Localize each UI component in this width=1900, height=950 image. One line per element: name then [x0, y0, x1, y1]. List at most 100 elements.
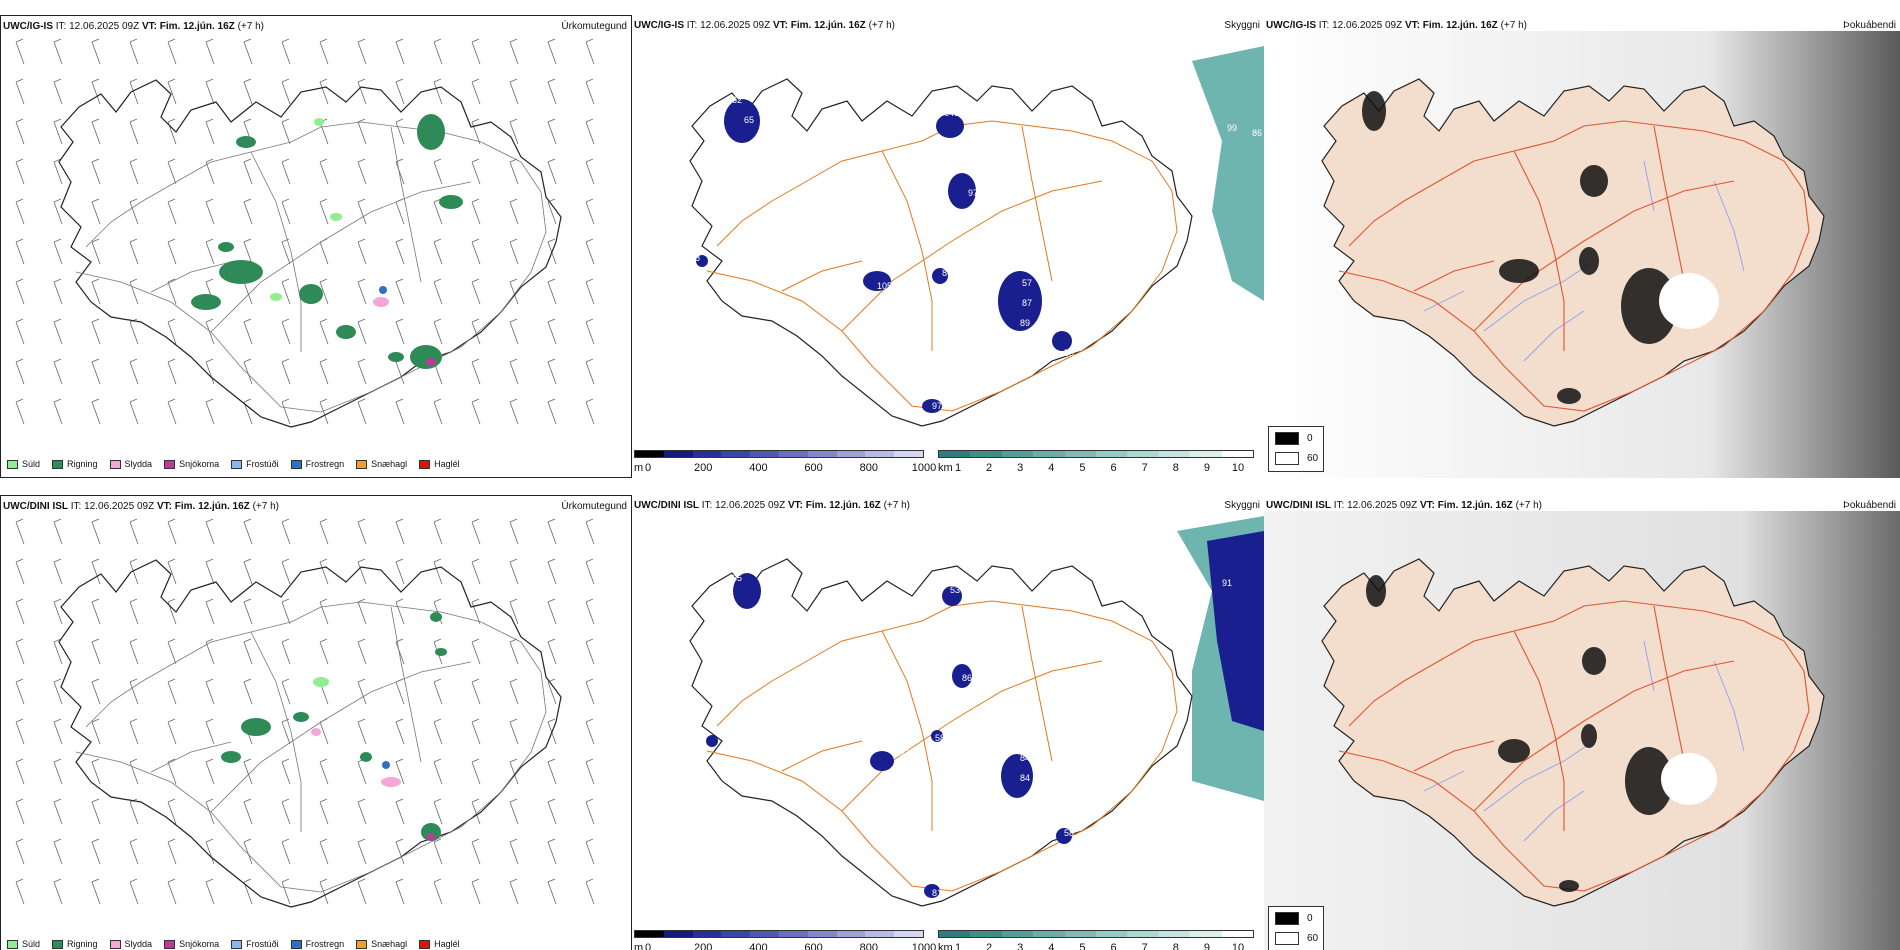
precip-type-panel-1: UWC/IG-IS IT: 12.06.2025 09Z VT: Fim. 12… — [0, 15, 632, 478]
wind-barb — [129, 838, 139, 865]
colorbar-tick: 1 — [954, 462, 962, 474]
wind-barb — [129, 598, 139, 625]
wind-barb — [15, 398, 25, 425]
wind-barb — [433, 718, 443, 745]
wind-barb — [91, 78, 101, 105]
height-bar — [634, 930, 924, 938]
it-value: 12.06.2025 09Z — [1347, 500, 1418, 511]
wind-barb — [585, 118, 595, 145]
vt-value: Fim. 12.jún. 16Z — [805, 500, 881, 511]
wind-barb — [205, 758, 215, 785]
wind-barb — [357, 718, 367, 745]
wind-barb — [243, 518, 253, 545]
wind-barb — [471, 758, 481, 785]
colorbar-segment — [1001, 451, 1034, 457]
wind-barb — [319, 318, 329, 345]
wind-barb — [205, 878, 215, 905]
vt-label: VT: — [1404, 20, 1420, 31]
wind-barb — [433, 518, 443, 545]
vt-label: VT: — [156, 501, 172, 512]
wind-barb — [53, 718, 63, 745]
wind-barb — [395, 678, 405, 705]
height-unit: m — [634, 462, 644, 474]
wind-barb — [357, 278, 367, 305]
it-label: IT: — [55, 21, 67, 32]
wind-barb — [509, 718, 519, 745]
wind-barb — [15, 238, 25, 265]
wind-barb — [91, 278, 101, 305]
colorbar-tick: 400 — [749, 462, 768, 474]
wind-barb — [395, 198, 405, 225]
wind-barb — [547, 198, 557, 225]
lead-time: (+7 h) — [237, 21, 264, 32]
fog-areas — [1366, 575, 1673, 892]
wind-barb — [319, 518, 329, 545]
cloud-base-label: 65 — [744, 115, 754, 125]
wind-barb — [129, 198, 139, 225]
colorbar-segment — [663, 451, 693, 457]
wind-barb — [585, 358, 595, 385]
wind-barb — [205, 558, 215, 585]
wind-barb — [129, 758, 139, 785]
colorbar-segment — [778, 931, 808, 937]
rain-areas — [191, 114, 463, 369]
wind-barb — [433, 38, 443, 65]
wind-barb — [243, 318, 253, 345]
wind-barb — [585, 678, 595, 705]
wind-barb — [319, 558, 329, 585]
legend-label: Haglél — [434, 459, 460, 469]
wind-barb — [471, 798, 481, 825]
wind-barb — [205, 158, 215, 185]
vis-bar — [938, 930, 1254, 938]
wind-barb — [243, 198, 253, 225]
wind-barb — [395, 38, 405, 65]
wind-barb — [509, 38, 519, 65]
model-name: UWC/DINI ISL — [634, 500, 699, 511]
legend-item: Snjókoma — [164, 939, 219, 949]
fog-legend-swatch — [1275, 452, 1299, 465]
wind-barb — [53, 398, 63, 425]
cloud-base-label: 53 — [950, 585, 960, 595]
wind-barb — [53, 358, 63, 385]
cloud-base-label: 87 — [1022, 298, 1032, 308]
panel-title: Þokuábendi — [1843, 500, 1896, 511]
wind-barb — [547, 318, 557, 345]
wind-barb — [509, 358, 519, 385]
wind-barb — [91, 558, 101, 585]
wind-barb — [319, 358, 329, 385]
wind-barb — [15, 518, 25, 545]
wind-barb — [91, 198, 101, 225]
wind-barb — [547, 158, 557, 185]
vt-label: VT: — [772, 20, 788, 31]
wind-barb — [395, 878, 405, 905]
wind-barb — [91, 598, 101, 625]
colorbar-segment — [635, 451, 664, 457]
height-ticks: 0 200 400 600 800 1000 — [645, 942, 936, 950]
wind-barb — [129, 678, 139, 705]
wind-barb — [15, 158, 25, 185]
wind-barb — [129, 798, 139, 825]
it-value: 12.06.2025 09Z — [715, 500, 786, 511]
wind-barb — [395, 238, 405, 265]
visibility-colorbar: km 1 2 3 4 5 6 7 8 9 10 — [938, 930, 1262, 950]
wind-barb — [281, 358, 291, 385]
wind-barb — [15, 758, 25, 785]
wind-barb — [509, 318, 519, 345]
wind-barb — [547, 78, 557, 105]
wind-barb — [433, 238, 443, 265]
wind-barb — [243, 238, 253, 265]
it-label: IT: — [686, 20, 698, 31]
wind-barb — [471, 598, 481, 625]
colorbar-segment — [635, 931, 664, 937]
colorbar-tick: 1000 — [911, 462, 937, 474]
colorbar-segment — [1096, 931, 1128, 937]
vt-label: VT: — [141, 21, 157, 32]
wind-barb — [205, 358, 215, 385]
wind-barb — [281, 398, 291, 425]
fog-legend-row: 60 — [1275, 932, 1318, 945]
wind-barb — [471, 238, 481, 265]
panel-title: Þokuábendi — [1843, 20, 1896, 31]
colorbar-tick: 200 — [694, 942, 713, 950]
colorbar-segment — [1221, 931, 1254, 937]
